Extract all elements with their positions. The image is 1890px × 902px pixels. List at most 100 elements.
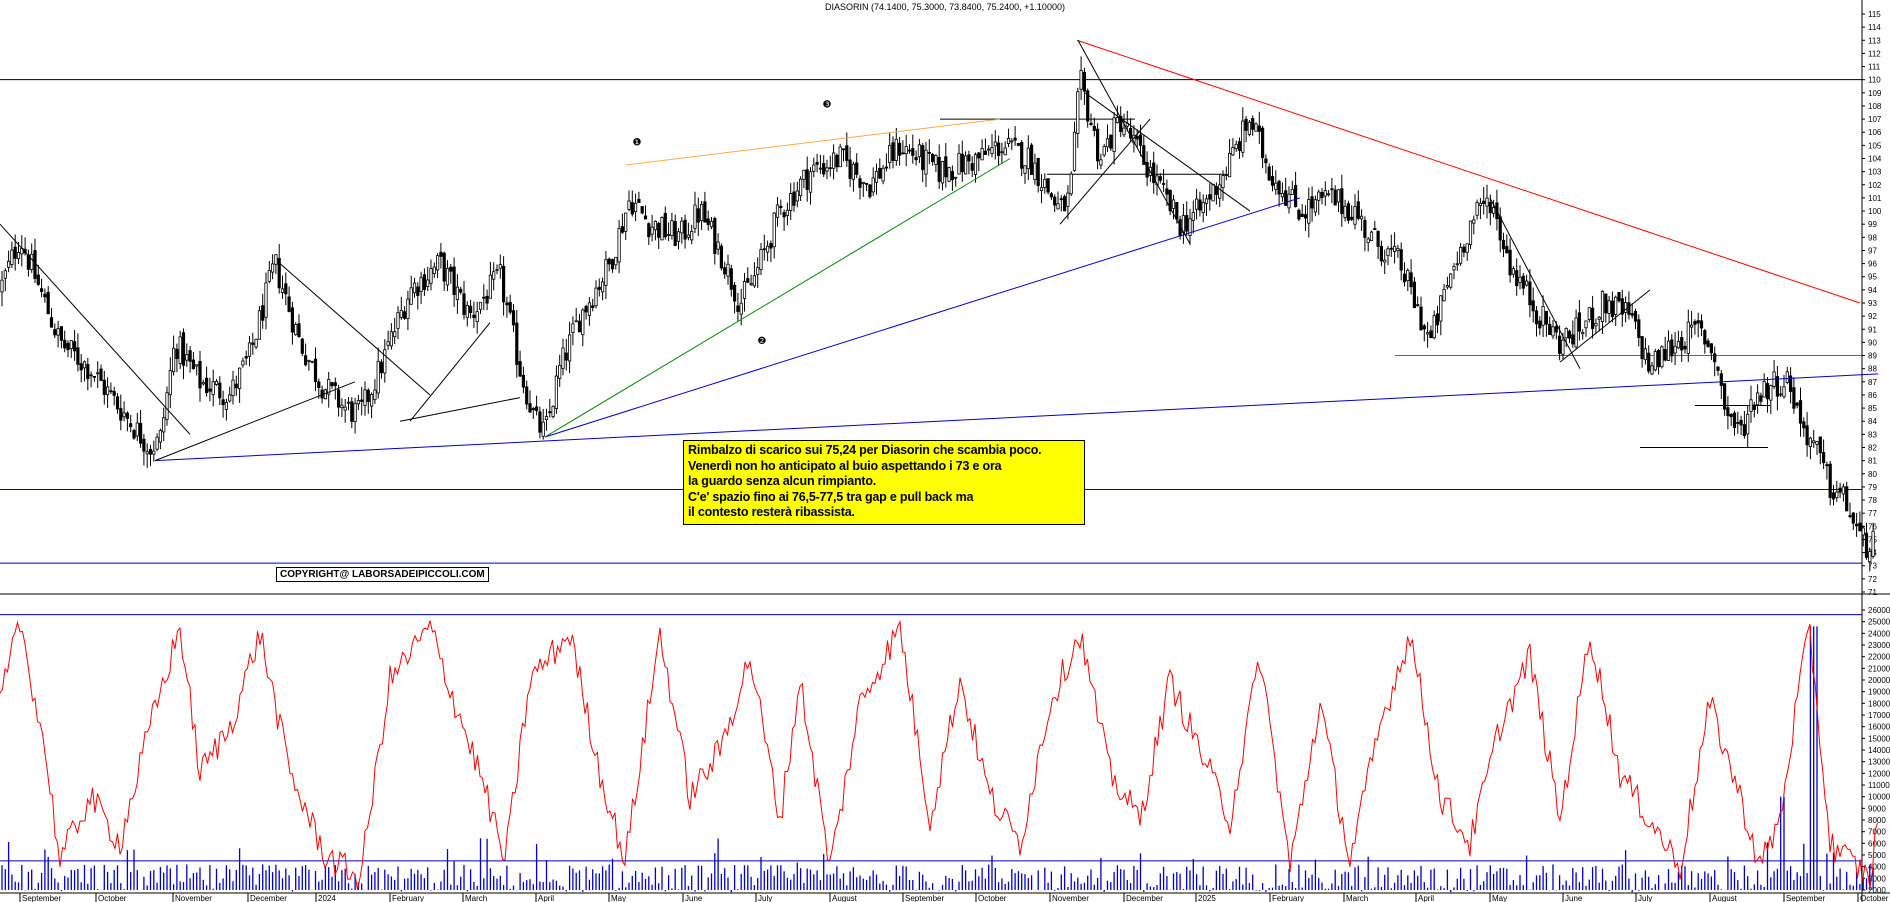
candle-body — [429, 268, 433, 284]
candle-body — [726, 263, 730, 277]
candle-body — [802, 169, 806, 180]
volume-tick-label: 2000 — [1868, 886, 1886, 895]
candle-body — [109, 390, 113, 393]
x-tick-label: June — [685, 894, 703, 902]
trendline — [1559, 289, 1651, 363]
candle-body — [162, 417, 166, 433]
candle-body — [1185, 215, 1189, 232]
candle-body — [1218, 184, 1222, 199]
candle-body — [683, 219, 687, 240]
candle-body — [825, 167, 829, 172]
candle-body — [861, 181, 865, 184]
x-tick-label: September — [22, 894, 61, 902]
candle-body — [1670, 339, 1674, 357]
candle-body — [435, 255, 440, 271]
candle-body — [574, 320, 578, 323]
candle-body — [1729, 414, 1733, 418]
trendline — [544, 197, 1301, 438]
price-tick-label: 103 — [1868, 168, 1882, 177]
candle-body — [1158, 176, 1162, 181]
candle-body — [1323, 190, 1327, 197]
volume-tick-label: 17000 — [1868, 711, 1890, 720]
candle-body — [501, 265, 506, 303]
candle-body — [1574, 317, 1578, 348]
candle-body — [1237, 141, 1242, 152]
candle-body — [1657, 350, 1661, 368]
candle-body — [779, 205, 783, 209]
candle-body — [1284, 190, 1288, 206]
candle-body — [1676, 340, 1680, 349]
trendline — [1084, 92, 1251, 212]
candle-body — [756, 267, 760, 275]
volume-tick-label: 11000 — [1868, 781, 1890, 790]
candle-body — [795, 190, 799, 202]
price-tick-label: 111 — [1868, 63, 1881, 72]
candle-body — [1000, 151, 1004, 154]
candle-body — [1723, 383, 1727, 410]
candle-body — [1508, 249, 1512, 276]
candle-body — [766, 245, 770, 253]
candle-body — [393, 331, 397, 338]
candle-body — [1706, 340, 1710, 347]
candle-body — [1660, 346, 1664, 368]
price-tick-label: 84 — [1868, 417, 1877, 426]
candle-body — [601, 281, 605, 293]
candle-body — [1835, 491, 1839, 498]
candle-body — [538, 411, 542, 433]
candle-body — [521, 374, 526, 388]
candle-body — [637, 198, 641, 203]
candle-body — [614, 256, 618, 266]
wave-marker: ❶ — [633, 137, 642, 148]
candle-body — [1066, 192, 1070, 207]
candle-body — [1099, 159, 1103, 166]
candle-body — [171, 347, 176, 373]
candle-body — [1429, 330, 1433, 339]
candle-body — [571, 323, 575, 333]
candle-body — [914, 157, 918, 161]
candle-body — [356, 400, 361, 405]
candle-body — [1501, 239, 1506, 250]
candle-body — [1257, 125, 1261, 132]
candle-body — [1818, 436, 1822, 454]
x-tick-label: November — [1052, 894, 1089, 902]
candle-body — [789, 193, 793, 211]
candle-body — [1244, 118, 1248, 131]
candle-body — [904, 146, 908, 155]
candle-body — [762, 248, 766, 251]
candle-body — [957, 152, 961, 175]
candle-body — [300, 338, 304, 354]
x-tick-label: March — [1346, 894, 1368, 902]
candle-body — [185, 354, 189, 361]
x-tick-label: April — [1418, 894, 1434, 902]
candle-body — [518, 361, 522, 377]
candle-body — [495, 269, 499, 271]
candle-body — [515, 322, 519, 365]
price-tick-label: 78 — [1868, 496, 1877, 505]
candle-body — [1165, 188, 1169, 195]
candle-body — [1247, 121, 1251, 135]
candle-body — [1785, 371, 1789, 383]
candle-body — [488, 274, 493, 299]
candle-body — [472, 314, 476, 319]
candle-body — [1558, 335, 1562, 354]
candle-body — [317, 381, 321, 389]
candle-body — [1313, 199, 1317, 213]
candle-body — [40, 288, 44, 292]
candle-body — [1478, 203, 1482, 206]
candle-body — [1686, 321, 1690, 354]
candle-body — [1597, 316, 1601, 320]
price-tick-label: 113 — [1868, 36, 1881, 45]
candle-body — [508, 301, 512, 313]
candle-body — [911, 148, 915, 156]
candle-body — [175, 348, 179, 360]
candle-body — [455, 286, 460, 300]
price-tick-label: 101 — [1868, 194, 1882, 203]
candle-body — [653, 220, 658, 231]
trendline — [154, 373, 1879, 462]
candle-body — [1534, 310, 1539, 325]
candle-body — [1855, 523, 1859, 527]
candle-body — [1640, 336, 1644, 360]
candle-body — [416, 286, 420, 296]
candle-body — [1488, 201, 1492, 214]
candle-body — [871, 177, 875, 193]
